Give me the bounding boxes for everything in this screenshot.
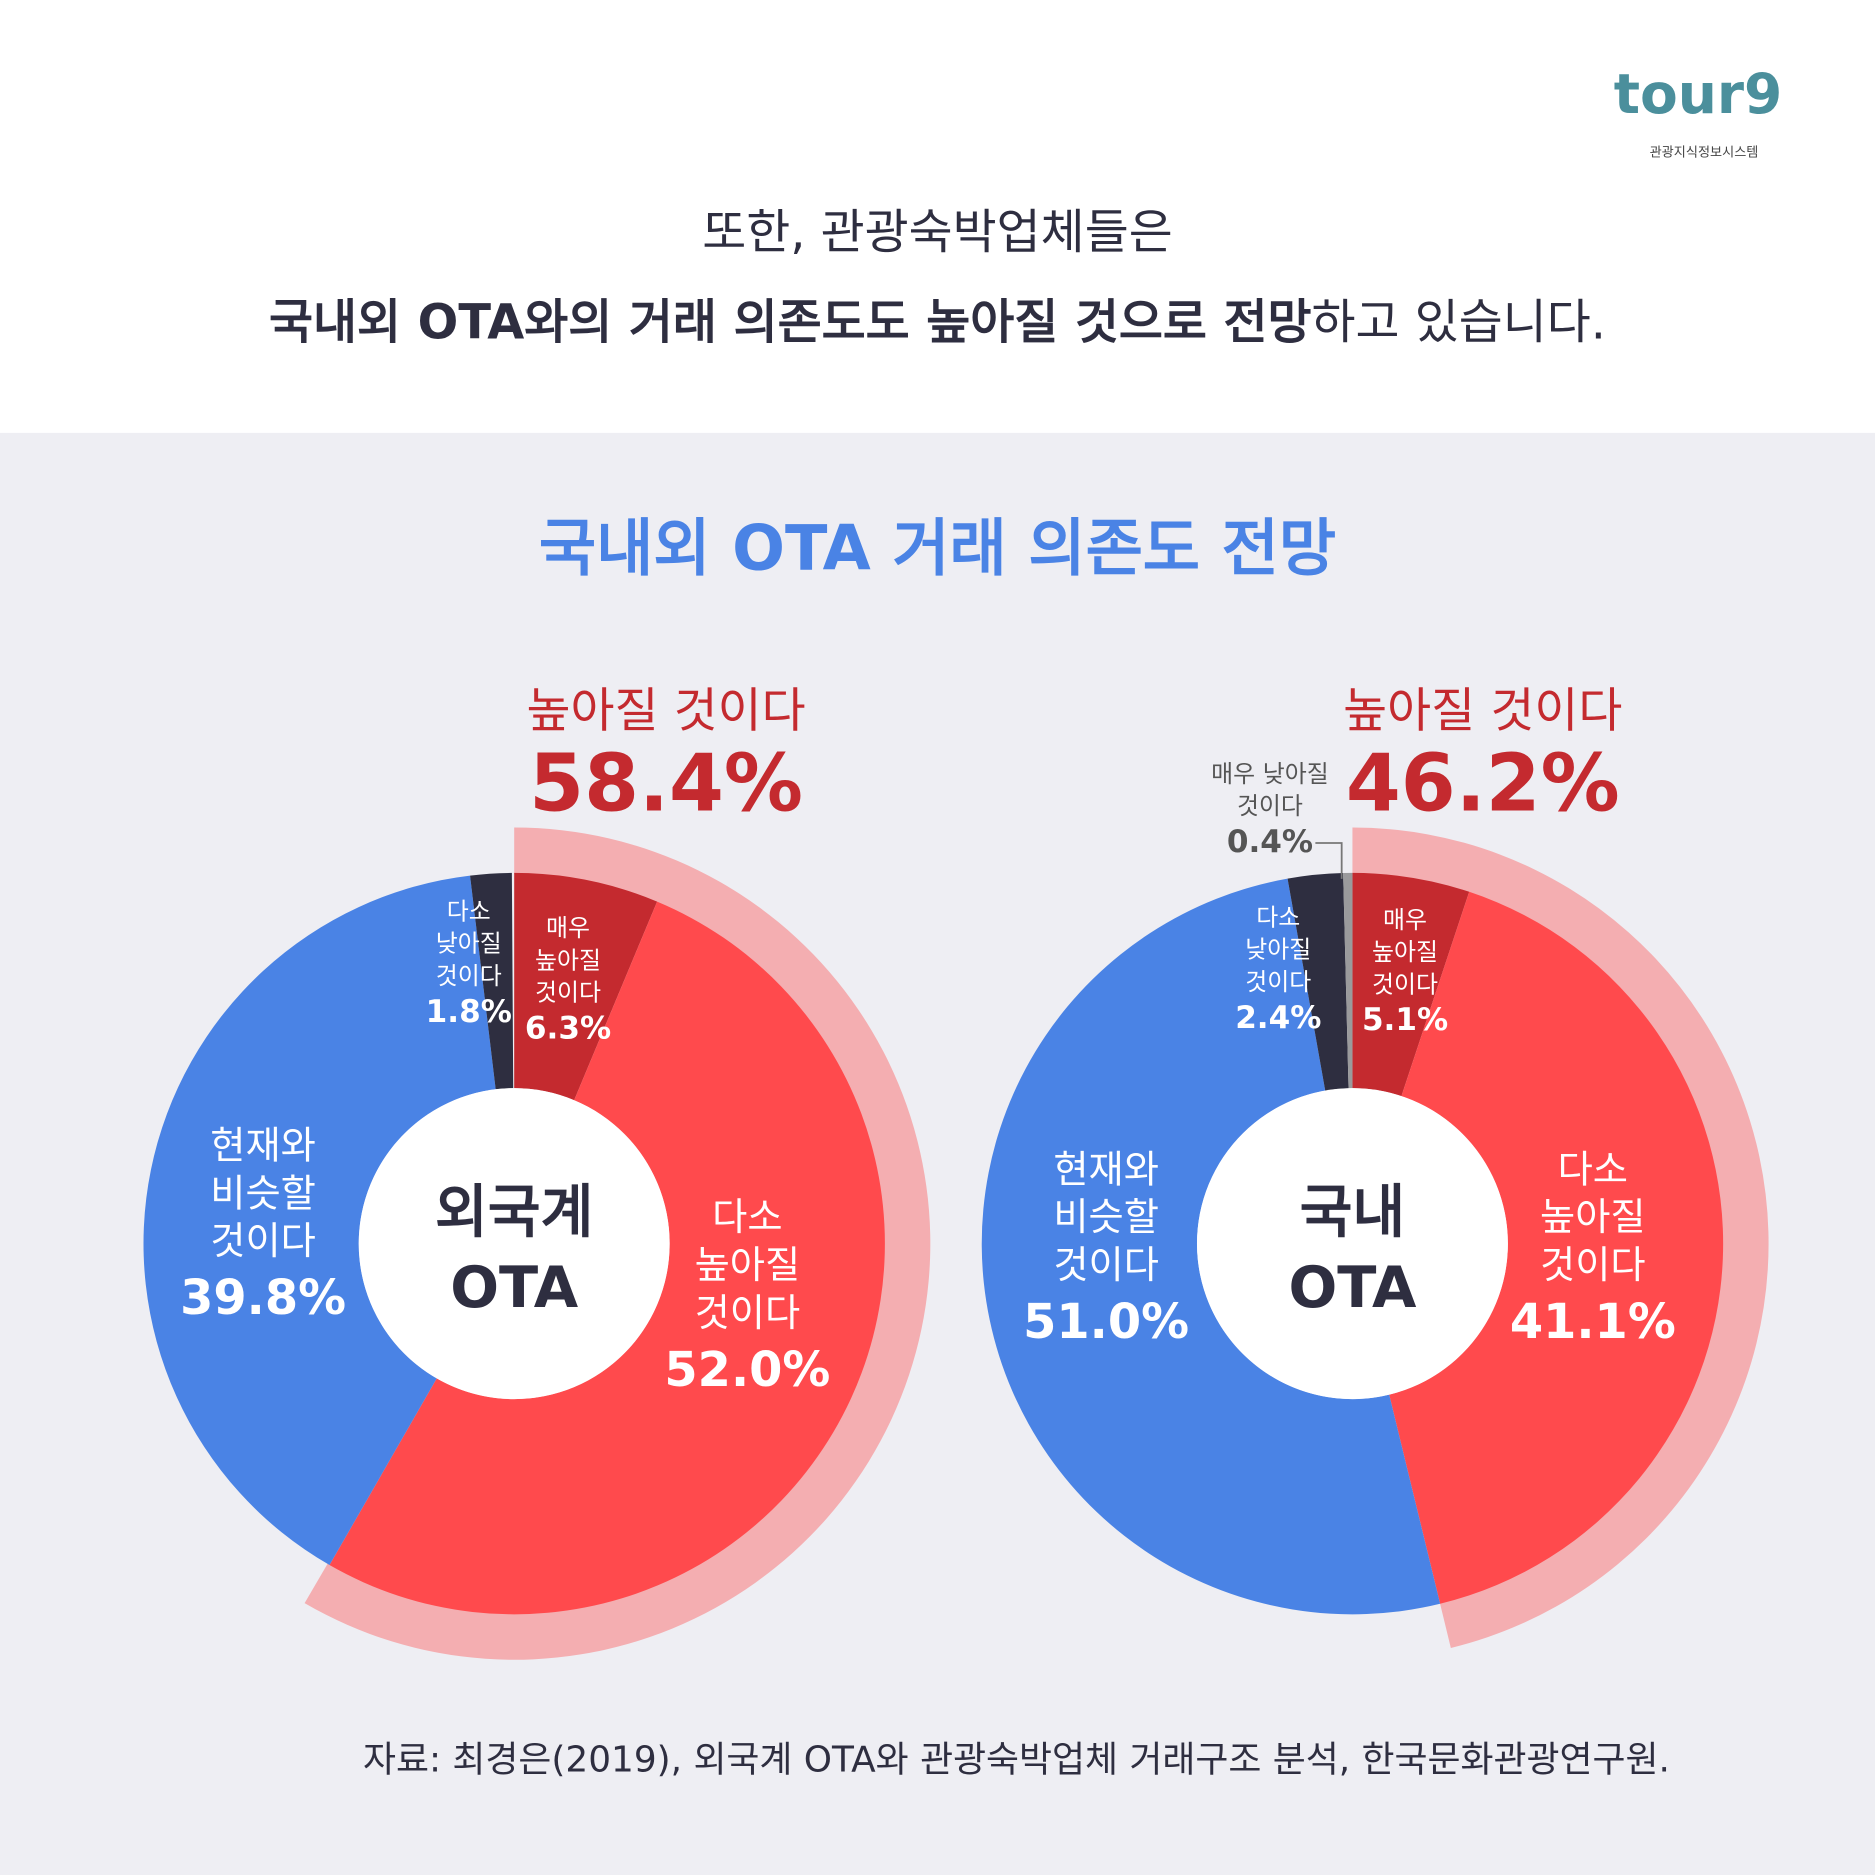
slice-label: 높아질 [1540, 1195, 1646, 1240]
slice-value: 41.1% [1510, 1295, 1676, 1350]
pie-slice [1343, 872, 1353, 1089]
pie-slice [1287, 873, 1349, 1091]
slice-label: 다소 [1256, 903, 1300, 931]
slice-label: 것이다 [1053, 1243, 1159, 1288]
slice-label: 다소 [1558, 1147, 1628, 1192]
center-label: 외국계 [435, 1179, 593, 1246]
slice-label: 것이다 [535, 979, 601, 1007]
slice-label: 것이다 [695, 1291, 801, 1336]
slice-label: 매우 낮아질 [1211, 760, 1329, 788]
slice-label: 것이다 [1245, 968, 1311, 996]
slice-label: 높아질 [695, 1243, 801, 1288]
pie-slice [329, 901, 885, 1615]
slice-value: 51.0% [1023, 1295, 1189, 1350]
donut-hole [1196, 1088, 1508, 1400]
slice-value: 52.0% [664, 1343, 830, 1398]
center-label: OTA [450, 1254, 578, 1321]
pie-slice [981, 878, 1441, 1615]
highlight-label: 높아질 것이다 [1343, 684, 1622, 739]
highlight-label: 높아질 것이다 [526, 684, 805, 739]
slice-label: 매우 [1383, 906, 1427, 934]
slice-label: 비슷할 [210, 1171, 316, 1216]
slice-label: 높아질 [1372, 938, 1438, 966]
slice-label: 낮아질 [1245, 936, 1311, 964]
slice-label: 것이다 [1372, 970, 1438, 998]
slice-label: 것이다 [210, 1219, 316, 1264]
header-line1: 또한, 관광숙박업체들은 [702, 206, 1172, 261]
slice-value: 1.8% [426, 994, 512, 1030]
pie-slice [470, 872, 514, 1090]
pie-slice [1389, 891, 1724, 1604]
slice-label: 비슷할 [1053, 1195, 1159, 1240]
slice-label: 다소 [712, 1195, 782, 1240]
highlight-value: 58.4% [529, 738, 803, 830]
highlight-value: 46.2% [1346, 738, 1620, 830]
header-line2-part: 국내외 OTA와의 거래 의존도도 높아질 것으로 전망 [269, 295, 1312, 350]
slice-label: 것이다 [436, 962, 502, 990]
chart-title: 국내외 OTA 거래 의존도 전망 [539, 512, 1336, 585]
slice-value: 39.8% [180, 1271, 346, 1326]
header-line2-part: 하고 있습니다. [1312, 295, 1606, 350]
logo: tour9 [1614, 62, 1783, 126]
donut-hole [358, 1088, 670, 1400]
pie-slice [143, 875, 496, 1566]
slice-value: 6.3% [525, 1011, 611, 1047]
slice-label: 현재와 [1053, 1147, 1159, 1192]
slice-label: 것이다 [1540, 1243, 1646, 1288]
center-label: OTA [1289, 1254, 1417, 1321]
slice-value: 0.4% [1227, 824, 1313, 860]
slice-label: 현재와 [210, 1123, 316, 1168]
pie-slice [514, 872, 658, 1101]
logo-subtitle: 관광지식정보시스템 [1650, 145, 1759, 161]
leader-line [1315, 842, 1343, 879]
header-line2: 국내외 OTA와의 거래 의존도도 높아질 것으로 전망하고 있습니다. [269, 295, 1606, 350]
pie-slice [1352, 872, 1470, 1097]
slice-label: 것이다 [1237, 792, 1303, 820]
slice-value: 2.4% [1235, 1000, 1321, 1036]
slice-label: 매우 [546, 914, 590, 942]
center-label: 국내 [1300, 1179, 1406, 1246]
slice-label: 낮아질 [436, 930, 502, 958]
source: 자료: 최경은(2019), 외국계 OTA와 관광숙박업체 거래구조 분석, … [363, 1739, 1670, 1780]
slice-label: 다소 [447, 897, 491, 925]
header-background [0, 0, 1875, 433]
slice-label: 높아질 [535, 946, 601, 974]
slice-value: 5.1% [1362, 1002, 1448, 1038]
